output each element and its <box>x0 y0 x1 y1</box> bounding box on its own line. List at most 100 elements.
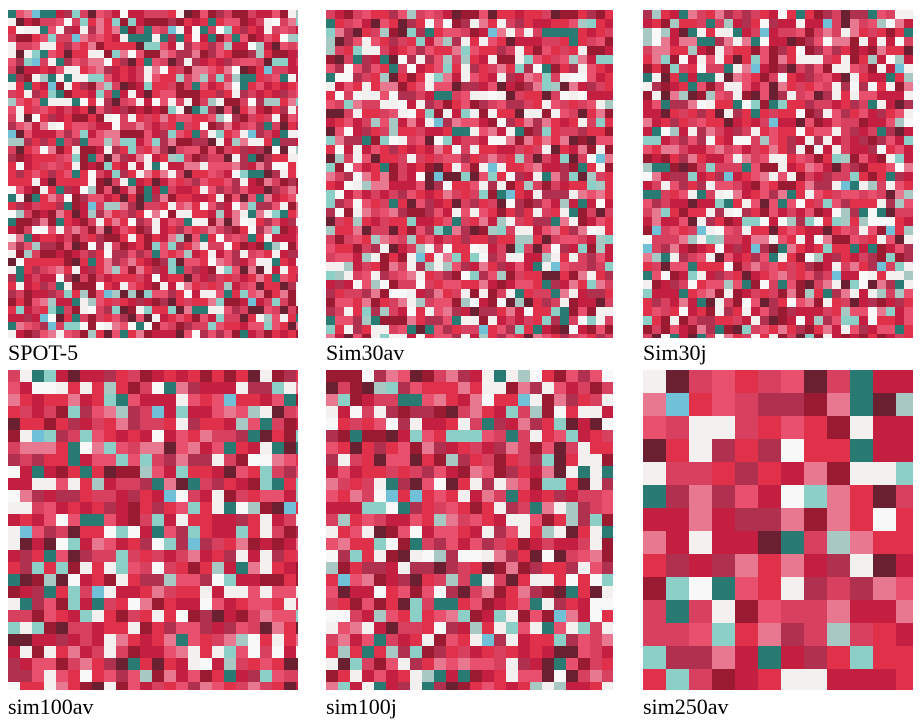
pixel <box>240 58 248 66</box>
pixel <box>470 466 482 478</box>
pixel <box>200 186 208 194</box>
pixel <box>104 146 112 154</box>
pixel <box>16 154 24 162</box>
pixel <box>841 289 850 298</box>
pixel <box>192 146 200 154</box>
pixel <box>796 253 805 262</box>
pixel <box>200 502 212 514</box>
pixel <box>410 454 422 466</box>
pixel <box>787 163 796 172</box>
pixel <box>742 217 751 226</box>
pixel <box>461 73 470 82</box>
pixel <box>524 163 533 172</box>
pixel <box>68 634 80 646</box>
pixel <box>602 550 613 562</box>
pixel <box>88 122 96 130</box>
pixel <box>596 262 605 271</box>
pixel <box>296 586 298 598</box>
pixel <box>596 298 605 307</box>
pixel <box>335 244 344 253</box>
pixel <box>80 526 92 538</box>
pixel <box>416 73 425 82</box>
pixel <box>280 282 288 290</box>
pixel <box>416 37 425 46</box>
pixel <box>80 322 88 330</box>
pixel <box>787 307 796 316</box>
pixel <box>832 226 841 235</box>
pixel <box>688 334 697 338</box>
pixel <box>569 271 578 280</box>
pixel <box>200 418 212 430</box>
pixel <box>422 370 434 382</box>
pixel <box>168 34 176 42</box>
pixel <box>224 622 236 634</box>
pixel <box>706 298 715 307</box>
pixel <box>533 82 542 91</box>
pixel <box>362 502 374 514</box>
pixel <box>661 280 670 289</box>
pixel <box>542 109 551 118</box>
pixel <box>72 66 80 74</box>
pixel <box>371 154 380 163</box>
pixel <box>256 242 264 250</box>
pixel <box>8 114 16 122</box>
pixel <box>724 73 733 82</box>
pixel <box>542 598 554 610</box>
pixel <box>296 178 298 186</box>
pixel <box>434 307 443 316</box>
pixel <box>452 19 461 28</box>
pixel <box>380 145 389 154</box>
pixel <box>805 325 814 334</box>
pixel <box>160 42 168 50</box>
pixel <box>542 172 551 181</box>
pixel <box>80 234 88 242</box>
pixel <box>338 418 350 430</box>
pixel <box>506 289 515 298</box>
pixel <box>112 322 120 330</box>
pixel <box>425 262 434 271</box>
image-panel <box>8 10 298 338</box>
pixel <box>551 118 560 127</box>
pixel <box>192 298 200 306</box>
pixel <box>362 394 374 406</box>
pixel <box>144 178 152 186</box>
pixel <box>248 266 256 274</box>
pixel <box>751 253 760 262</box>
pixel <box>164 478 176 490</box>
pixel <box>152 330 160 338</box>
pixel <box>434 490 446 502</box>
pixel <box>296 170 298 178</box>
pixel <box>335 118 344 127</box>
pixel <box>587 28 596 37</box>
pixel <box>886 73 895 82</box>
pixel <box>48 290 56 298</box>
pixel <box>652 163 661 172</box>
pixel <box>643 334 652 338</box>
pixel <box>296 98 298 106</box>
pixel <box>787 289 796 298</box>
pixel <box>386 454 398 466</box>
pixel <box>688 136 697 145</box>
pixel <box>652 244 661 253</box>
pixel <box>56 34 64 42</box>
pixel <box>904 28 913 37</box>
pixel <box>232 50 240 58</box>
pixel <box>362 118 371 127</box>
pixel <box>112 314 120 322</box>
pixel <box>112 250 120 258</box>
pixel <box>280 322 288 330</box>
pixel <box>578 307 587 316</box>
pixel <box>44 670 56 682</box>
pixel <box>200 242 208 250</box>
pixel <box>380 46 389 55</box>
pixel <box>72 250 80 258</box>
pixel <box>32 218 40 226</box>
pixel <box>850 19 859 28</box>
pixel <box>515 154 524 163</box>
pixel <box>706 172 715 181</box>
pixel <box>569 145 578 154</box>
pixel <box>823 289 832 298</box>
pixel <box>551 325 560 334</box>
pixel <box>850 217 859 226</box>
pixel <box>350 382 362 394</box>
